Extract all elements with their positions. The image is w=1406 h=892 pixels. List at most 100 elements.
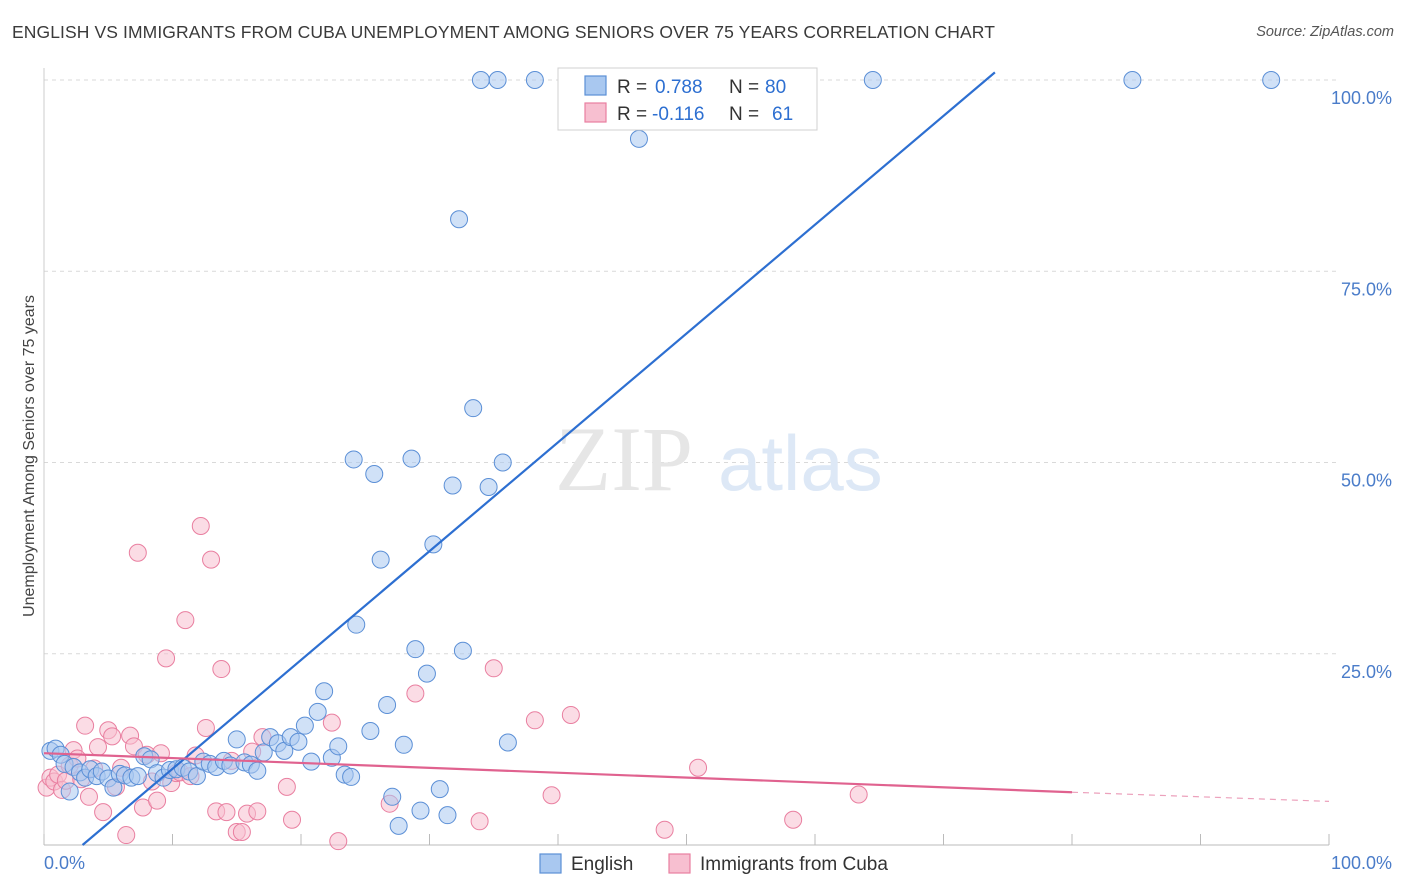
cuba-point-48: [277, 777, 296, 796]
trend-lines: [43, 71, 1330, 846]
english-point-57: [394, 735, 413, 754]
cuba-point-55: [525, 711, 544, 730]
english-point-43: [308, 702, 327, 721]
cuba-point-13: [88, 738, 107, 757]
english-point-79: [1262, 71, 1281, 89]
english-point-62: [424, 535, 443, 554]
english-point-77: [863, 71, 882, 89]
english-point-44: [315, 682, 334, 701]
cuba-point-57: [542, 786, 561, 805]
cuba-point-43: [232, 822, 251, 841]
english-point-4: [60, 782, 79, 801]
bottom-legend-cuba: Immigrants from Cuba: [700, 854, 888, 875]
cuba-point-61: [784, 810, 803, 829]
legend-cuba-n-label: N =: [729, 104, 759, 125]
english-point-50: [344, 450, 363, 469]
cuba-point-28: [157, 649, 176, 668]
cuba-point-50: [322, 713, 341, 732]
cuba-point-51: [329, 832, 348, 851]
cuba-point-46: [248, 802, 267, 821]
english-point-63: [430, 780, 449, 799]
cuba-point-59: [689, 758, 708, 777]
english-point-58: [402, 449, 421, 468]
cuba-point-62: [470, 812, 489, 831]
english-point-60: [411, 801, 430, 820]
cuba-point-40: [217, 803, 236, 822]
english-point-75: [629, 129, 648, 148]
cuba-point-11: [79, 787, 98, 806]
cuba-point-37: [202, 550, 221, 569]
cuba-point-32: [176, 611, 195, 630]
english-point-16: [128, 767, 147, 786]
source-label: Source: ZipAtlas.com: [1256, 24, 1394, 40]
series-legend: English Immigrants from Cuba: [539, 853, 888, 875]
english-point-40: [289, 732, 308, 751]
english-point-51: [361, 722, 380, 741]
legend-english-n-value: 80: [765, 77, 786, 98]
cuba-point-60: [849, 785, 868, 804]
bottom-legend-swatch-cuba: [668, 853, 691, 874]
english-point-34: [248, 761, 267, 780]
english-point-46: [329, 737, 348, 756]
legend-english-n-label: N =: [729, 77, 759, 98]
series-cuba-points: [37, 516, 868, 851]
english-point-70: [479, 477, 498, 496]
english-point-65: [443, 476, 462, 495]
english-point-64: [438, 806, 457, 825]
cuba-point-22: [128, 543, 147, 562]
english-point-71: [488, 71, 507, 89]
bottom-legend-english: English: [571, 854, 633, 875]
y-tick-label-2: 75.0%: [1341, 279, 1392, 299]
legend-swatch-english: [584, 75, 607, 96]
legend-english-r-label: R =: [617, 77, 647, 98]
cuba-point-35: [191, 516, 210, 535]
english-point-48: [342, 767, 361, 786]
cuba-point-10: [76, 716, 95, 735]
legend-swatch-cuba: [584, 102, 607, 123]
stats-legend: R = 0.788 N = 80 R = -0.116 N = 61: [557, 67, 818, 131]
english-point-74: [525, 71, 544, 89]
y-tick-labels: 25.0% 50.0% 75.0% 100.0%: [1331, 88, 1392, 682]
watermark: ZIP atlas: [555, 408, 883, 510]
cuba-point-58: [655, 820, 674, 839]
english-point-49: [347, 615, 366, 634]
english-point-53: [371, 550, 390, 569]
english-point-52: [365, 464, 384, 483]
english-point-78: [1123, 71, 1142, 89]
english-point-69: [471, 71, 490, 89]
y-tick-label-0: 25.0%: [1341, 662, 1392, 682]
cuba-point-56: [561, 705, 580, 724]
english-point-73: [498, 733, 517, 752]
english-point-54: [378, 696, 397, 715]
english-point-61: [417, 664, 436, 683]
bottom-legend-swatch-english: [539, 853, 562, 874]
cuba-point-14: [94, 803, 113, 822]
chart-title: ENGLISH VS IMMIGRANTS FROM CUBA UNEMPLOY…: [12, 22, 996, 42]
english-point-31: [227, 730, 246, 749]
legend-cuba-n-value: 61: [772, 104, 793, 125]
english-point-72: [493, 453, 512, 472]
cuba-point-54: [484, 659, 503, 678]
y-tick-label-3: 100.0%: [1331, 88, 1392, 108]
watermark-atlas: atlas: [718, 419, 883, 507]
y-axis-label: Unemployment Among Seniors over 75 years: [21, 295, 38, 617]
y-tick-label-1: 50.0%: [1341, 471, 1392, 491]
cuba-trend-extension: [1071, 791, 1330, 802]
english-point-66: [450, 210, 469, 229]
english-trend-line: [81, 71, 996, 846]
cuba-point-49: [283, 810, 302, 829]
cuba-point-16: [103, 727, 122, 746]
axes: [43, 68, 1330, 846]
cuba-point-53: [406, 684, 425, 703]
english-point-56: [389, 816, 408, 835]
x-tick-label-min: 0.0%: [44, 853, 85, 873]
english-point-68: [464, 399, 483, 418]
cuba-trend-line: [43, 752, 1073, 794]
english-point-42: [302, 752, 321, 771]
watermark-zip: ZIP: [555, 408, 693, 510]
english-point-55: [383, 787, 402, 806]
grid-lines: [44, 79, 1340, 655]
x-tick-label-max: 100.0%: [1331, 853, 1392, 873]
legend-english-r-value: 0.788: [655, 77, 703, 98]
